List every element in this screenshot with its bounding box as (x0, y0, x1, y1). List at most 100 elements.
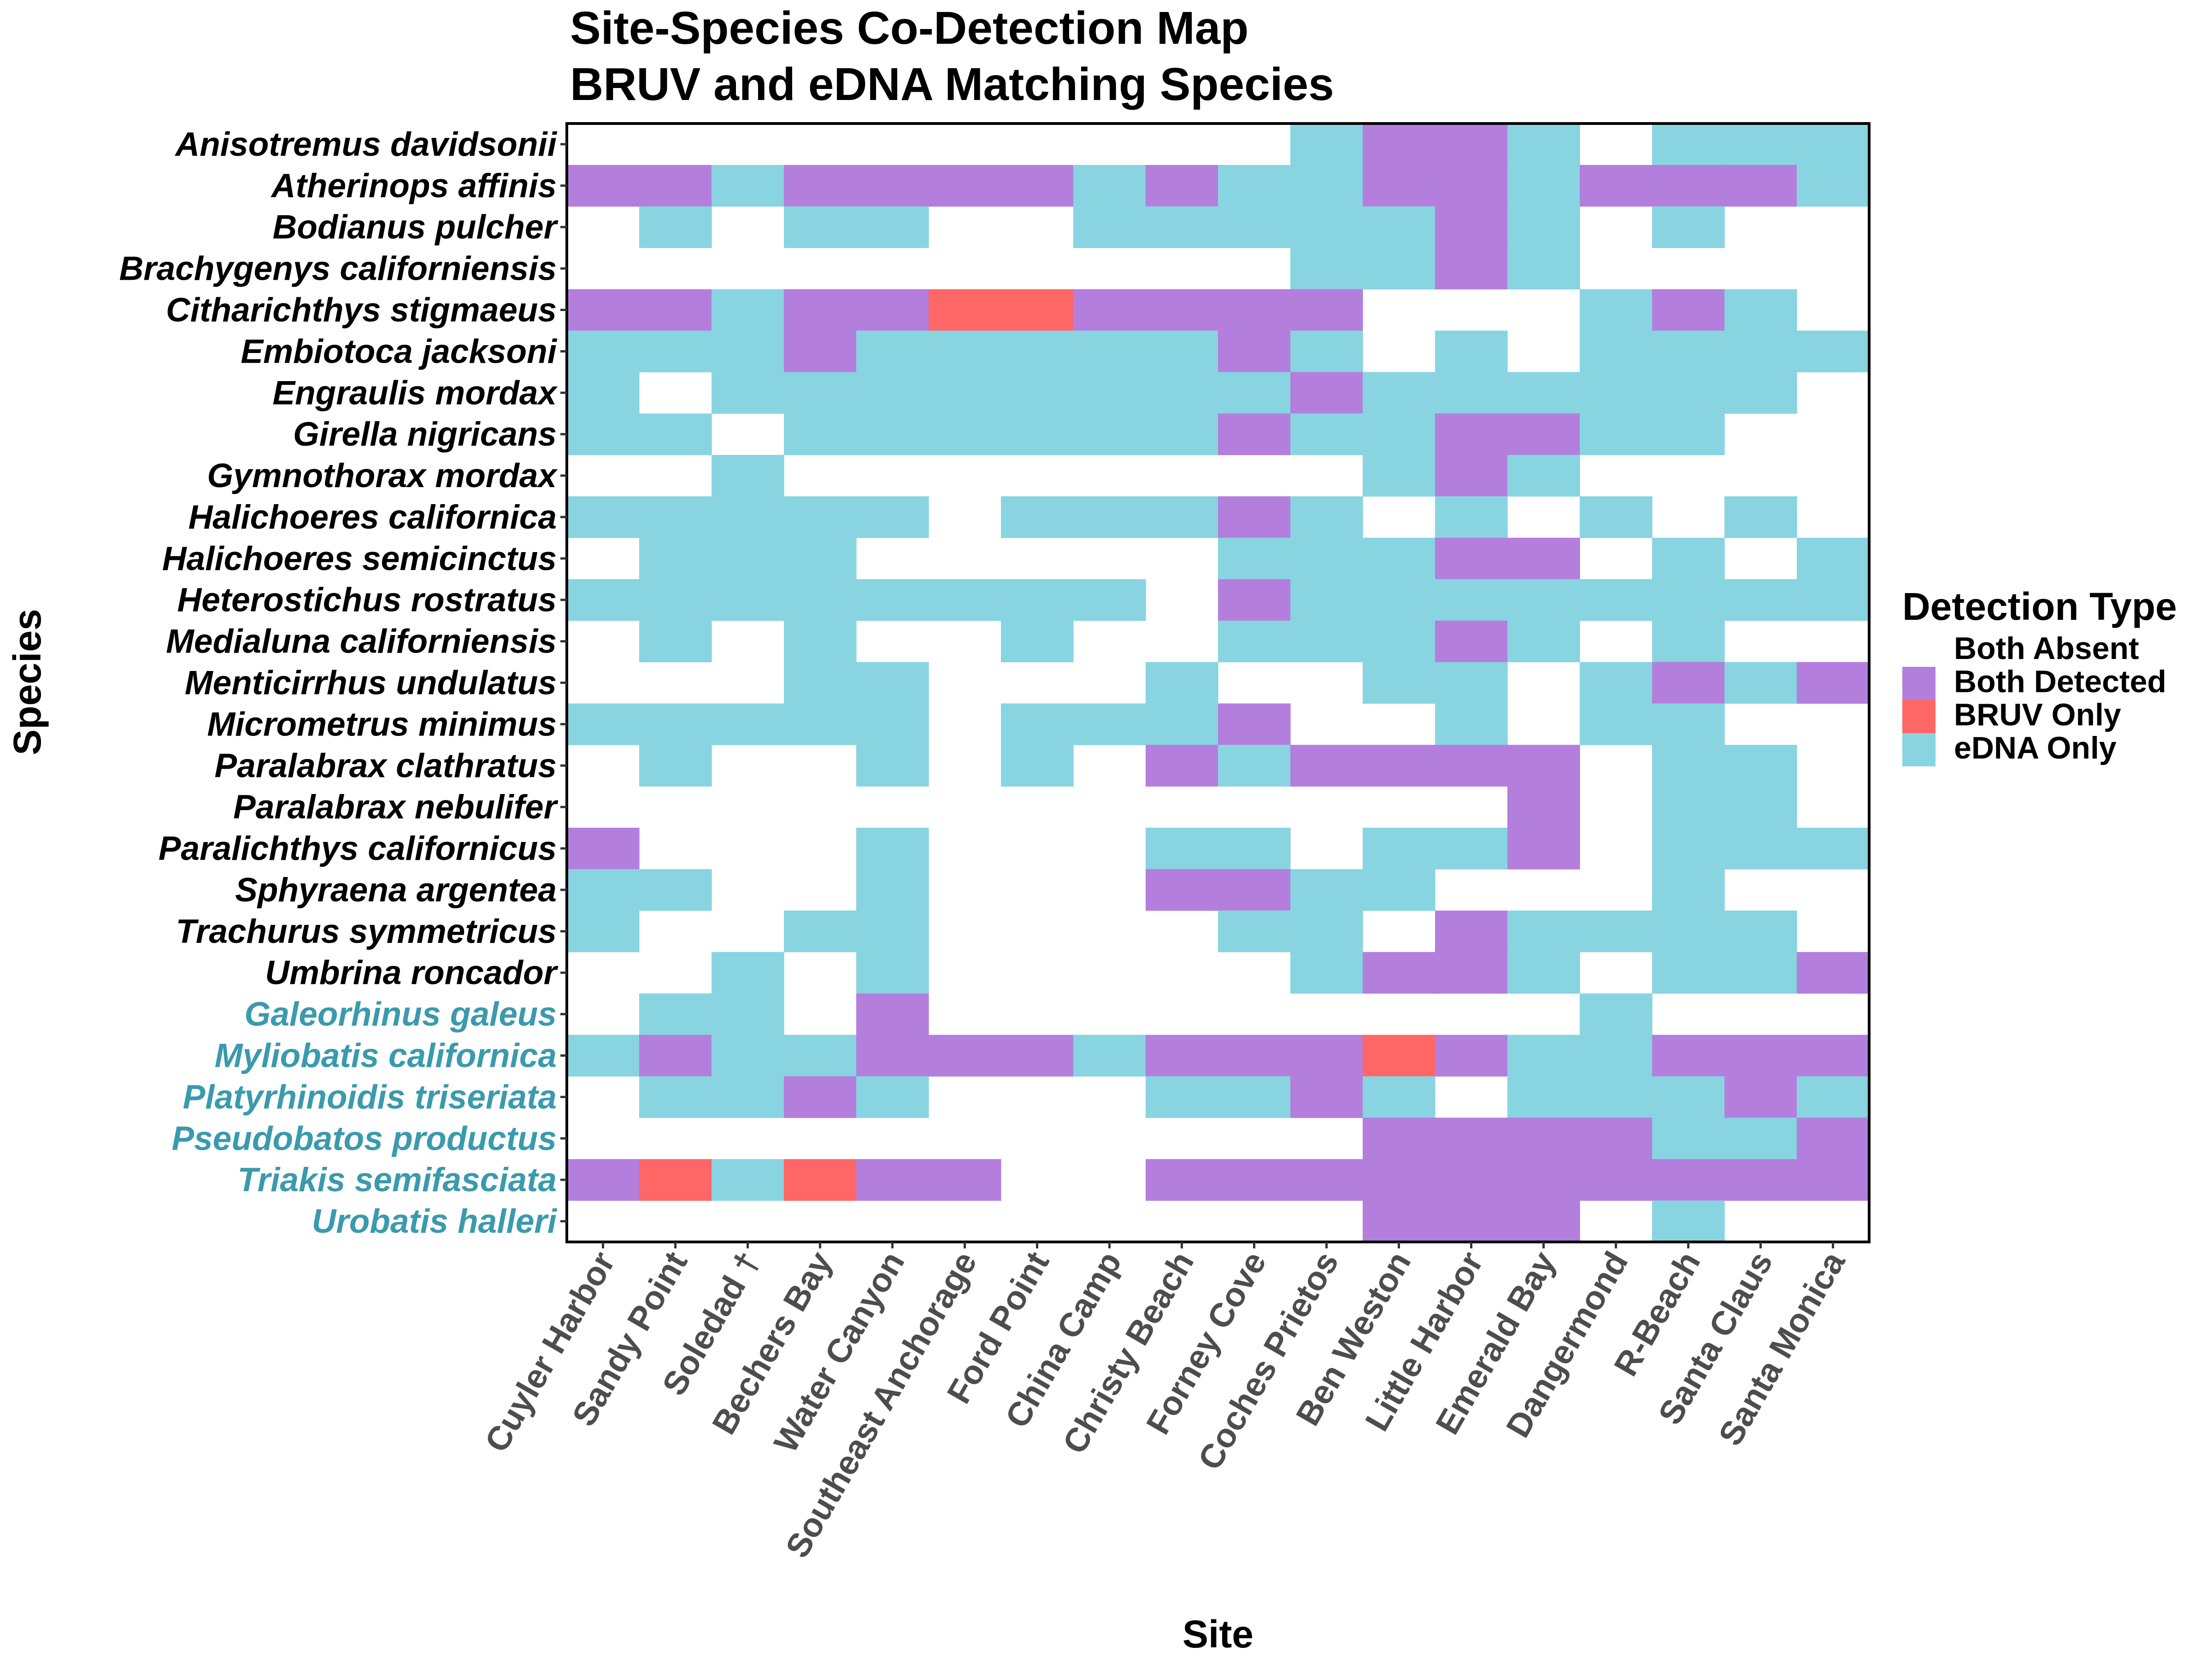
heatmap-cell (784, 289, 857, 331)
heatmap-cell (856, 910, 929, 953)
y-tick-label: Micrometrus minimus (207, 706, 557, 743)
heatmap-cell (856, 330, 929, 372)
heatmap-cell (712, 703, 784, 745)
heatmap-cell (1290, 289, 1363, 331)
heatmap-cell (1001, 372, 1074, 414)
heatmap-cell (1435, 455, 1508, 497)
heatmap-cell (712, 1076, 784, 1118)
heatmap-cell (1218, 165, 1291, 207)
y-tick-label: Galeorhinus galeus (245, 996, 557, 1033)
heatmap-cell (639, 620, 712, 663)
heatmap-cell (1652, 745, 1725, 787)
y-tick-label: Sphyraena argentea (235, 871, 557, 909)
heatmap-cell (1652, 330, 1725, 372)
heatmap-cell (856, 165, 929, 207)
y-tick-label: Umbrina roncador (265, 954, 558, 992)
heatmap-cell (1724, 372, 1797, 414)
legend-key (1902, 733, 1936, 766)
heatmap-cell (1146, 1035, 1218, 1077)
heatmap-cell (1218, 289, 1291, 331)
heatmap-cell (1797, 1118, 1870, 1159)
heatmap-cell (1435, 1035, 1508, 1077)
heatmap-cell (1652, 910, 1725, 953)
heatmap-cell (1435, 247, 1508, 290)
chart-subtitle: BRUV and eDNA Matching Species (570, 59, 1334, 110)
heatmap-cell (1507, 579, 1580, 621)
heatmap-cell (1507, 1118, 1580, 1159)
heatmap-cell (1652, 206, 1725, 248)
heatmap-cell (712, 165, 784, 207)
heatmap-cell (1652, 372, 1725, 414)
heatmap-cell (1073, 496, 1146, 538)
y-tick-label: Bodianus pulcher (272, 209, 558, 246)
heatmap-cell (1290, 537, 1363, 580)
heatmap-cell (567, 703, 640, 745)
heatmap-cell (1724, 910, 1797, 953)
heatmap-cell (1363, 247, 1435, 290)
heatmap-cell (1580, 289, 1653, 331)
heatmap-cell (639, 703, 712, 745)
heatmap-cell (1724, 579, 1797, 621)
y-tick-label: Citharichthys stigmaeus (166, 292, 557, 329)
heatmap-cell (567, 1035, 640, 1077)
heatmap-cell (1363, 745, 1435, 787)
heatmap-cell (1073, 289, 1146, 331)
heatmap-cell (1580, 413, 1653, 455)
heatmap-cell (567, 372, 640, 414)
heatmap-cell (1146, 1159, 1218, 1201)
y-tick-label: Gymnothorax mordax (207, 457, 558, 494)
heatmap-cell (1435, 828, 1508, 870)
heatmap-cell (1218, 620, 1291, 663)
heatmap-cell (639, 1076, 712, 1118)
heatmap-cell (929, 372, 1001, 414)
y-tick-label: Paralichthys californicus (159, 830, 557, 867)
heatmap-cell (712, 1035, 784, 1077)
heatmap-cell (639, 206, 712, 248)
heatmap-cell (1580, 372, 1653, 414)
y-tick-label: Platyrhinoidis triseriata (183, 1078, 557, 1116)
heatmap-cell (1507, 1076, 1580, 1118)
heatmap-cell (1218, 745, 1291, 787)
heatmap-cell (1001, 330, 1074, 372)
heatmap-cell (1363, 579, 1435, 621)
heatmap-cell (929, 165, 1001, 207)
heatmap-cell (1652, 662, 1725, 704)
heatmap-cell (1218, 496, 1291, 538)
heatmap-cell (856, 703, 929, 745)
heatmap-cell (1724, 165, 1797, 207)
heatmap-cell (1218, 1159, 1291, 1201)
heatmap-cell (1435, 579, 1508, 621)
heatmap-cell (567, 330, 640, 372)
heatmap-cell (1363, 455, 1435, 497)
heatmap-cell (639, 537, 712, 580)
heatmap-cell (1507, 1035, 1580, 1077)
y-tick-label: Pseudobatos productus (171, 1120, 557, 1157)
heatmap-cell (567, 869, 640, 911)
heatmap-cell (1724, 1076, 1797, 1118)
heatmap-cell (856, 206, 929, 248)
heatmap-cell (1797, 579, 1870, 621)
legend-label: BRUV Only (1954, 697, 2121, 732)
heatmap-cell (1507, 1200, 1580, 1242)
heatmap-cell (1652, 952, 1725, 994)
heatmap-cell (929, 289, 1001, 331)
y-tick-label: Girella nigricans (293, 416, 557, 453)
heatmap-cell (1580, 662, 1653, 704)
y-tick-label: Myliobatis californica (215, 1037, 557, 1075)
heatmap-cell (1797, 952, 1870, 994)
heatmap-cell (1797, 537, 1870, 580)
heatmap-cell (1290, 372, 1363, 414)
heatmap-cell (1001, 745, 1074, 787)
legend-label: Both Detected (1954, 664, 2166, 699)
heatmap-cell (784, 1076, 857, 1118)
heatmap-cell (929, 1035, 1001, 1077)
heatmap-cell (1363, 828, 1435, 870)
y-tick-label: Urobatis halleri (312, 1203, 558, 1240)
y-axis-ticks: Anisotremus davidsonii Atherinops affinis… (119, 126, 567, 1240)
heatmap-cell (1724, 786, 1797, 828)
heatmap-cell (1797, 662, 1870, 704)
legend-label: eDNA Only (1954, 730, 2117, 765)
heatmap-cell (1073, 206, 1146, 248)
heatmap-cell (1290, 869, 1363, 911)
